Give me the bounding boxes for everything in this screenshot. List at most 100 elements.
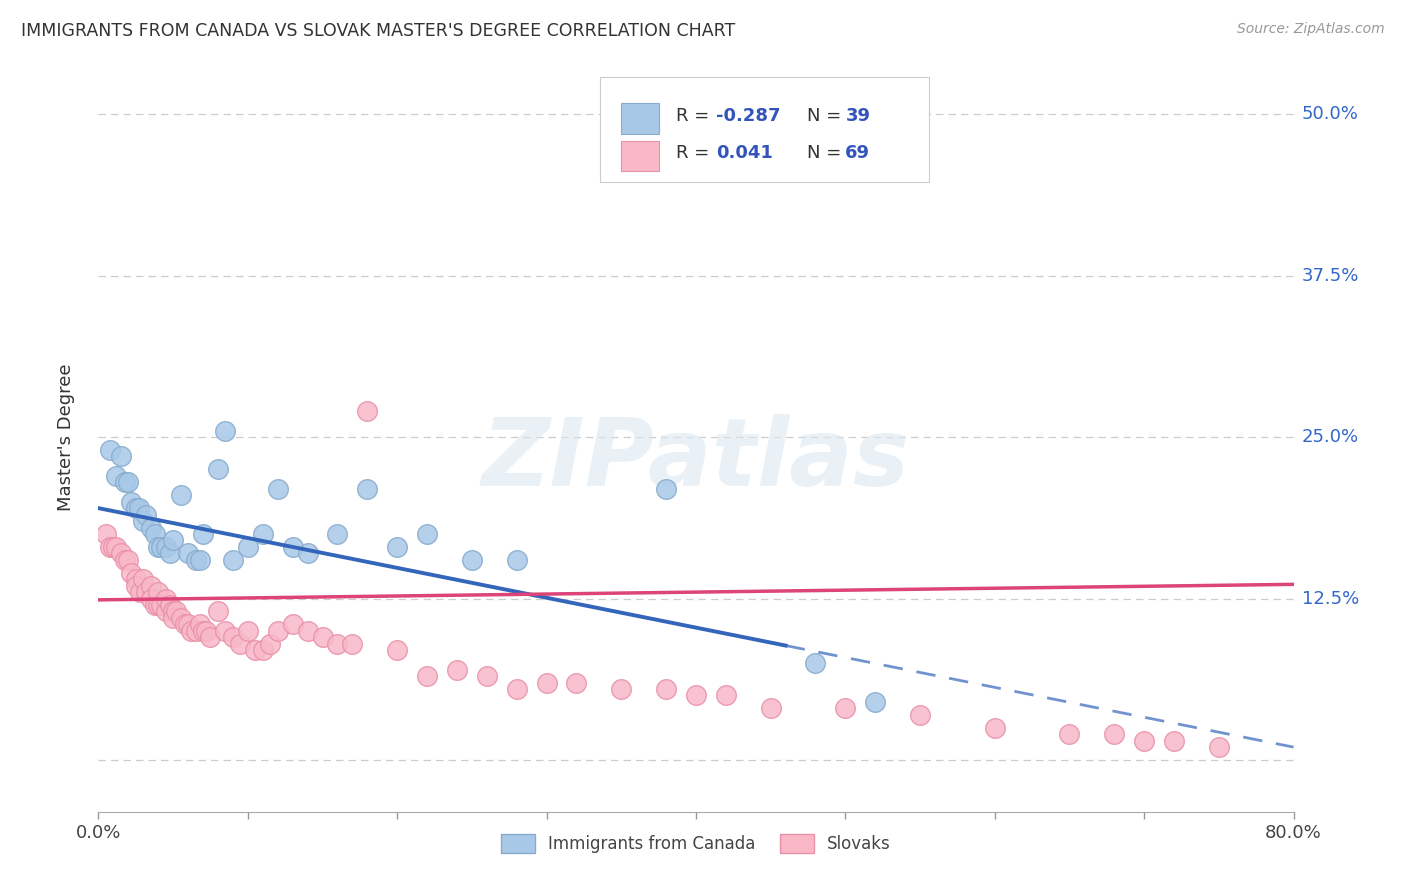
Point (297, 546, 319, 560)
Point (222, 553, 245, 567)
Point (385, 643, 409, 657)
Point (169, 488, 191, 502)
Point (132, 572, 155, 586)
Point (139, 520, 162, 534)
Point (165, 605, 187, 619)
Point (125, 579, 148, 593)
Point (94, 527, 117, 541)
Point (188, 617, 211, 632)
Text: 12.5%: 12.5% (1302, 590, 1360, 607)
Y-axis label: Master's Degree: Master's Degree (56, 363, 75, 511)
Point (103, 540, 125, 554)
Point (135, 508, 157, 522)
Point (135, 585, 157, 599)
Point (714, 689, 737, 703)
Point (150, 598, 173, 612)
Point (125, 572, 148, 586)
Text: Source: ZipAtlas.com: Source: ZipAtlas.com (1237, 22, 1385, 37)
Point (281, 617, 304, 632)
Point (110, 450, 132, 464)
Point (105, 468, 128, 483)
FancyBboxPatch shape (620, 141, 659, 171)
Point (245, 643, 267, 657)
Point (162, 611, 184, 625)
Text: 0.041: 0.041 (716, 145, 773, 162)
FancyBboxPatch shape (620, 103, 659, 134)
Point (759, 701, 782, 715)
Point (117, 475, 139, 490)
Point (180, 624, 202, 638)
Point (1163, 733, 1185, 747)
Point (148, 585, 170, 599)
Point (475, 669, 498, 683)
Point (222, 630, 245, 644)
Point (416, 527, 439, 541)
Point (177, 546, 200, 560)
Text: IMMIGRANTS FROM CANADA VS SLOVAK MASTER'S DEGREE CORRELATION CHART: IMMIGRANTS FROM CANADA VS SLOVAK MASTER'… (21, 22, 735, 40)
Point (908, 707, 931, 722)
Text: 39: 39 (845, 107, 870, 125)
Point (191, 527, 214, 541)
Point (195, 624, 218, 638)
Point (506, 681, 529, 696)
Point (214, 424, 236, 438)
Point (162, 533, 184, 548)
Text: R =: R = (676, 145, 720, 162)
Point (105, 540, 128, 554)
Point (1059, 727, 1081, 741)
Point (610, 681, 633, 696)
Point (174, 617, 197, 632)
Point (162, 605, 184, 619)
Point (297, 624, 319, 638)
Point (385, 540, 409, 554)
Point (148, 598, 170, 612)
Point (184, 624, 207, 638)
Point (114, 475, 136, 490)
Point (200, 630, 222, 644)
Point (446, 663, 468, 677)
Text: 69: 69 (845, 145, 870, 162)
Point (120, 494, 142, 508)
Point (159, 546, 181, 560)
Point (229, 637, 252, 651)
Point (685, 689, 707, 703)
Text: 25.0%: 25.0% (1302, 428, 1360, 446)
Point (191, 624, 214, 638)
Point (655, 681, 678, 696)
Point (342, 637, 364, 651)
Text: N =: N = (807, 145, 846, 162)
Text: 50.0%: 50.0% (1302, 105, 1358, 123)
Point (252, 643, 274, 657)
Point (98, 540, 122, 554)
Point (159, 598, 181, 612)
Point (655, 482, 678, 496)
Point (169, 611, 191, 625)
Point (148, 540, 170, 554)
Point (143, 598, 166, 612)
Point (184, 553, 207, 567)
Point (565, 675, 588, 690)
Point (155, 605, 177, 619)
Point (155, 591, 177, 606)
Point (129, 585, 152, 599)
Point (110, 546, 132, 560)
Text: N =: N = (807, 107, 846, 125)
Point (984, 721, 1007, 735)
Point (188, 553, 211, 567)
Point (132, 514, 155, 528)
Text: ZIPatlas: ZIPatlas (482, 414, 910, 506)
Point (259, 637, 281, 651)
Text: R =: R = (676, 107, 714, 125)
Point (114, 553, 136, 567)
Point (150, 540, 173, 554)
Point (214, 624, 236, 638)
Point (1104, 727, 1126, 741)
Point (128, 501, 150, 516)
Point (506, 553, 529, 567)
Point (207, 605, 229, 619)
Point (281, 540, 304, 554)
Point (155, 540, 177, 554)
Point (139, 579, 162, 593)
Point (236, 624, 259, 638)
Point (326, 527, 349, 541)
